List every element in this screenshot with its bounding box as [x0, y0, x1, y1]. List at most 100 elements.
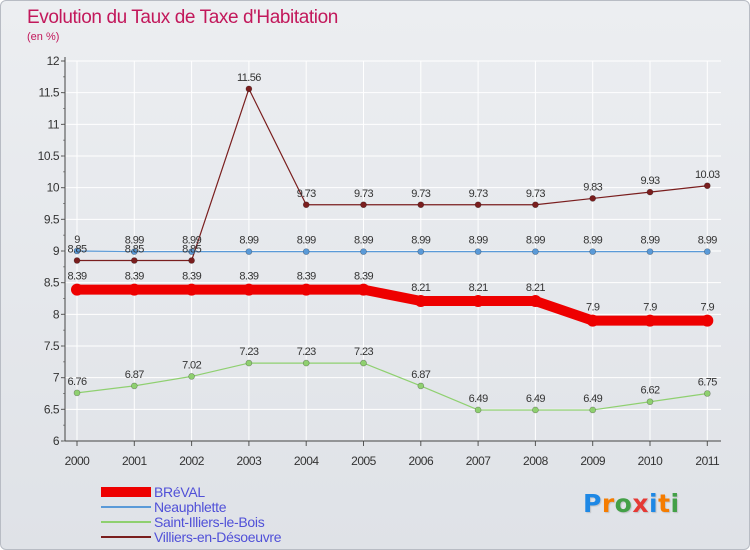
data-label: 11.56 — [237, 72, 261, 84]
data-point — [302, 248, 310, 255]
data-label: 9.73 — [526, 188, 545, 200]
x-tick-label: 2011 — [695, 454, 720, 468]
data-label: 6.75 — [698, 377, 717, 389]
data-label: 8.85 — [125, 244, 144, 256]
data-point — [300, 283, 313, 296]
data-point — [245, 248, 253, 255]
data-label: 6.49 — [469, 393, 488, 405]
data-label: 8.85 — [182, 244, 201, 256]
y-tick-label: 8.5 — [44, 276, 60, 290]
data-label: 8.85 — [67, 244, 86, 256]
x-tick-label: 2003 — [237, 454, 263, 468]
x-tick-label: 2001 — [122, 454, 148, 468]
series-line — [76, 88, 708, 262]
data-label: 8.39 — [67, 271, 86, 283]
x-tick-label: 2009 — [580, 454, 606, 468]
data-label: 9 — [74, 234, 80, 246]
data-point — [529, 295, 542, 308]
legend-label: Saint-Illiers-le-Bois — [154, 514, 265, 530]
data-point — [357, 283, 370, 296]
x-tick-label: 2002 — [179, 454, 205, 468]
data-label: 8.21 — [411, 282, 430, 294]
data-point — [188, 373, 195, 380]
x-tick-label: 2000 — [65, 454, 91, 468]
x-tick-label: 2006 — [408, 454, 434, 468]
y-tick-label: 8 — [53, 307, 60, 321]
legend-label: Neauphlette — [154, 499, 227, 515]
data-label: 7.02 — [182, 359, 201, 371]
data-point — [360, 359, 367, 367]
y-tick-label: 7 — [53, 371, 60, 385]
data-label: 8.99 — [297, 235, 316, 247]
x-tick-label: 2004 — [294, 454, 320, 468]
logo-letter: o — [614, 489, 633, 518]
data-label: 6.87 — [411, 369, 430, 381]
data-label: 8.99 — [239, 235, 258, 247]
data-point — [703, 248, 711, 255]
data-point — [474, 406, 482, 414]
x-tick-label: 2008 — [523, 454, 549, 468]
data-label: 8.39 — [354, 271, 373, 283]
data-point — [646, 188, 654, 196]
data-label: 8.21 — [469, 282, 488, 294]
data-point — [302, 201, 310, 209]
y-tick-label: 6 — [53, 434, 60, 448]
y-tick-label: 6.5 — [44, 402, 60, 416]
data-label: 8.39 — [297, 271, 316, 283]
x-tick-label: 2010 — [638, 454, 664, 468]
data-point — [73, 257, 81, 264]
data-label: 9.73 — [354, 188, 373, 200]
data-label: 8.99 — [469, 235, 488, 247]
data-point — [589, 406, 597, 414]
logo-letter: i — [649, 489, 659, 518]
data-label: 6.49 — [526, 393, 545, 405]
data-point — [701, 314, 714, 327]
data-label: 7.23 — [297, 346, 316, 358]
data-label: 8.99 — [698, 235, 717, 247]
y-tick-label: 9 — [53, 244, 60, 258]
y-tick-label: 9.5 — [44, 212, 60, 226]
data-point — [188, 248, 195, 255]
legend-swatch — [101, 487, 151, 497]
data-label: 8.39 — [239, 271, 258, 283]
data-point — [474, 248, 482, 255]
data-label: 9.73 — [469, 188, 488, 200]
data-label: 9.73 — [297, 188, 316, 200]
logo-letter: P — [583, 489, 602, 518]
series-line — [76, 362, 708, 411]
proxiti-logo: Proxiti — [583, 489, 680, 518]
y-tick-label: 10 — [47, 181, 60, 195]
y-tick-label: 11.5 — [39, 86, 60, 100]
data-label: 6.49 — [583, 393, 602, 405]
data-label: 7.9 — [643, 302, 657, 314]
data-point — [242, 283, 255, 296]
legend-swatch — [101, 536, 151, 538]
y-tick-label: 11 — [48, 117, 60, 131]
data-point — [360, 201, 367, 209]
data-point — [73, 247, 81, 255]
data-point — [131, 257, 138, 264]
series-line — [76, 250, 708, 253]
series-line — [72, 284, 713, 326]
legend-swatch — [101, 506, 151, 508]
data-point — [71, 283, 83, 296]
data-label: 8.99 — [125, 235, 144, 247]
data-label: 9.73 — [411, 188, 430, 200]
data-label: 6.87 — [125, 369, 144, 381]
data-point — [245, 359, 253, 367]
data-label: 8.99 — [411, 235, 430, 247]
logo-letter: x — [632, 489, 649, 518]
data-label: 6.76 — [67, 376, 86, 388]
data-label: 6.62 — [640, 385, 659, 397]
data-point — [128, 283, 141, 296]
data-label: 7.23 — [354, 346, 373, 358]
data-point — [131, 382, 138, 390]
data-point — [586, 314, 599, 327]
data-point — [302, 359, 310, 367]
data-label: 9.83 — [583, 181, 602, 193]
data-label: 7.23 — [239, 346, 258, 358]
logo-letter: r — [601, 489, 615, 518]
data-label: 8.39 — [125, 271, 144, 283]
